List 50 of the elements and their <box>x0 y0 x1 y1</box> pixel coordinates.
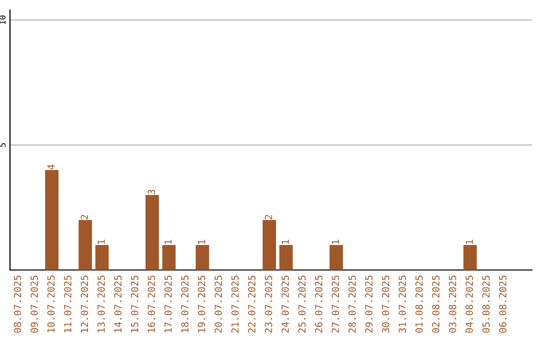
x-tick-label: 31.07.2025 <box>398 276 406 333</box>
x-tick-label: 24.07.2025 <box>282 276 289 333</box>
x-tick-label: 05.08.2025 <box>482 276 490 333</box>
x-tick-label: 03.08.2025 <box>448 276 456 333</box>
data-label: 2 <box>264 214 272 220</box>
data-label: 1 <box>332 240 339 244</box>
x-tick-label: 09.07.2025 <box>30 276 38 333</box>
bar <box>262 220 276 270</box>
x-tick-label: 26.07.2025 <box>315 276 322 333</box>
x-tick-label: 16.07.2025 <box>148 276 156 332</box>
data-label: 2 <box>80 214 88 220</box>
bar <box>196 245 210 270</box>
data-label: 1 <box>164 240 172 244</box>
x-tick-label: 15.07.2025 <box>130 276 138 332</box>
x-tick-label: 21.07.2025 <box>231 276 239 333</box>
x-tick-label: 23.07.2025 <box>264 276 272 333</box>
bar <box>162 245 176 270</box>
x-tick-label: 30.07.2025 <box>382 276 390 333</box>
x-tick-label: 29.07.2025 <box>365 276 373 333</box>
x-tick-label: 12.07.2025 <box>80 276 88 332</box>
bar <box>146 195 159 270</box>
bar <box>45 170 59 270</box>
data-label: 3 <box>148 190 156 194</box>
x-tick-label: 20.07.2025 <box>214 276 222 333</box>
x-tick-label: 27.07.2025 <box>332 276 340 333</box>
x-tick-label: 19.07.2025 <box>198 276 206 332</box>
x-tick-label: 17.07.2025 <box>164 276 172 332</box>
bar <box>463 245 477 270</box>
data-label: 1 <box>282 240 289 244</box>
x-tick-label: 04.08.2025 <box>466 276 473 333</box>
data-label: 1 <box>466 240 473 244</box>
bar <box>279 245 293 270</box>
x-tick-label: 10.07.2025 <box>47 276 55 332</box>
data-label: 1 <box>198 240 206 244</box>
x-tick-label: 22.07.2025 <box>248 276 256 333</box>
x-tick-label: 11.07.2025 <box>64 276 72 332</box>
x-tick-label: 14.07.2025 <box>114 276 122 332</box>
bar <box>330 245 343 270</box>
x-tick-label: 01.08.2025 <box>415 276 423 333</box>
x-tick-label: 02.08.2025 <box>432 276 440 333</box>
bar <box>78 220 92 270</box>
x-tick-label: 25.07.2025 <box>298 276 306 333</box>
x-tick-label: 06.08.2025 <box>499 276 506 333</box>
x-tick-label: 18.07.2025 <box>181 276 189 332</box>
data-label: 4 <box>47 164 55 170</box>
data-label: 1 <box>98 240 105 244</box>
x-tick-label: 08.07.2025 <box>14 276 22 333</box>
x-tick-label: 28.07.2025 <box>348 276 356 333</box>
bar <box>95 245 109 270</box>
x-tick-label: 13.07.2025 <box>98 276 105 332</box>
